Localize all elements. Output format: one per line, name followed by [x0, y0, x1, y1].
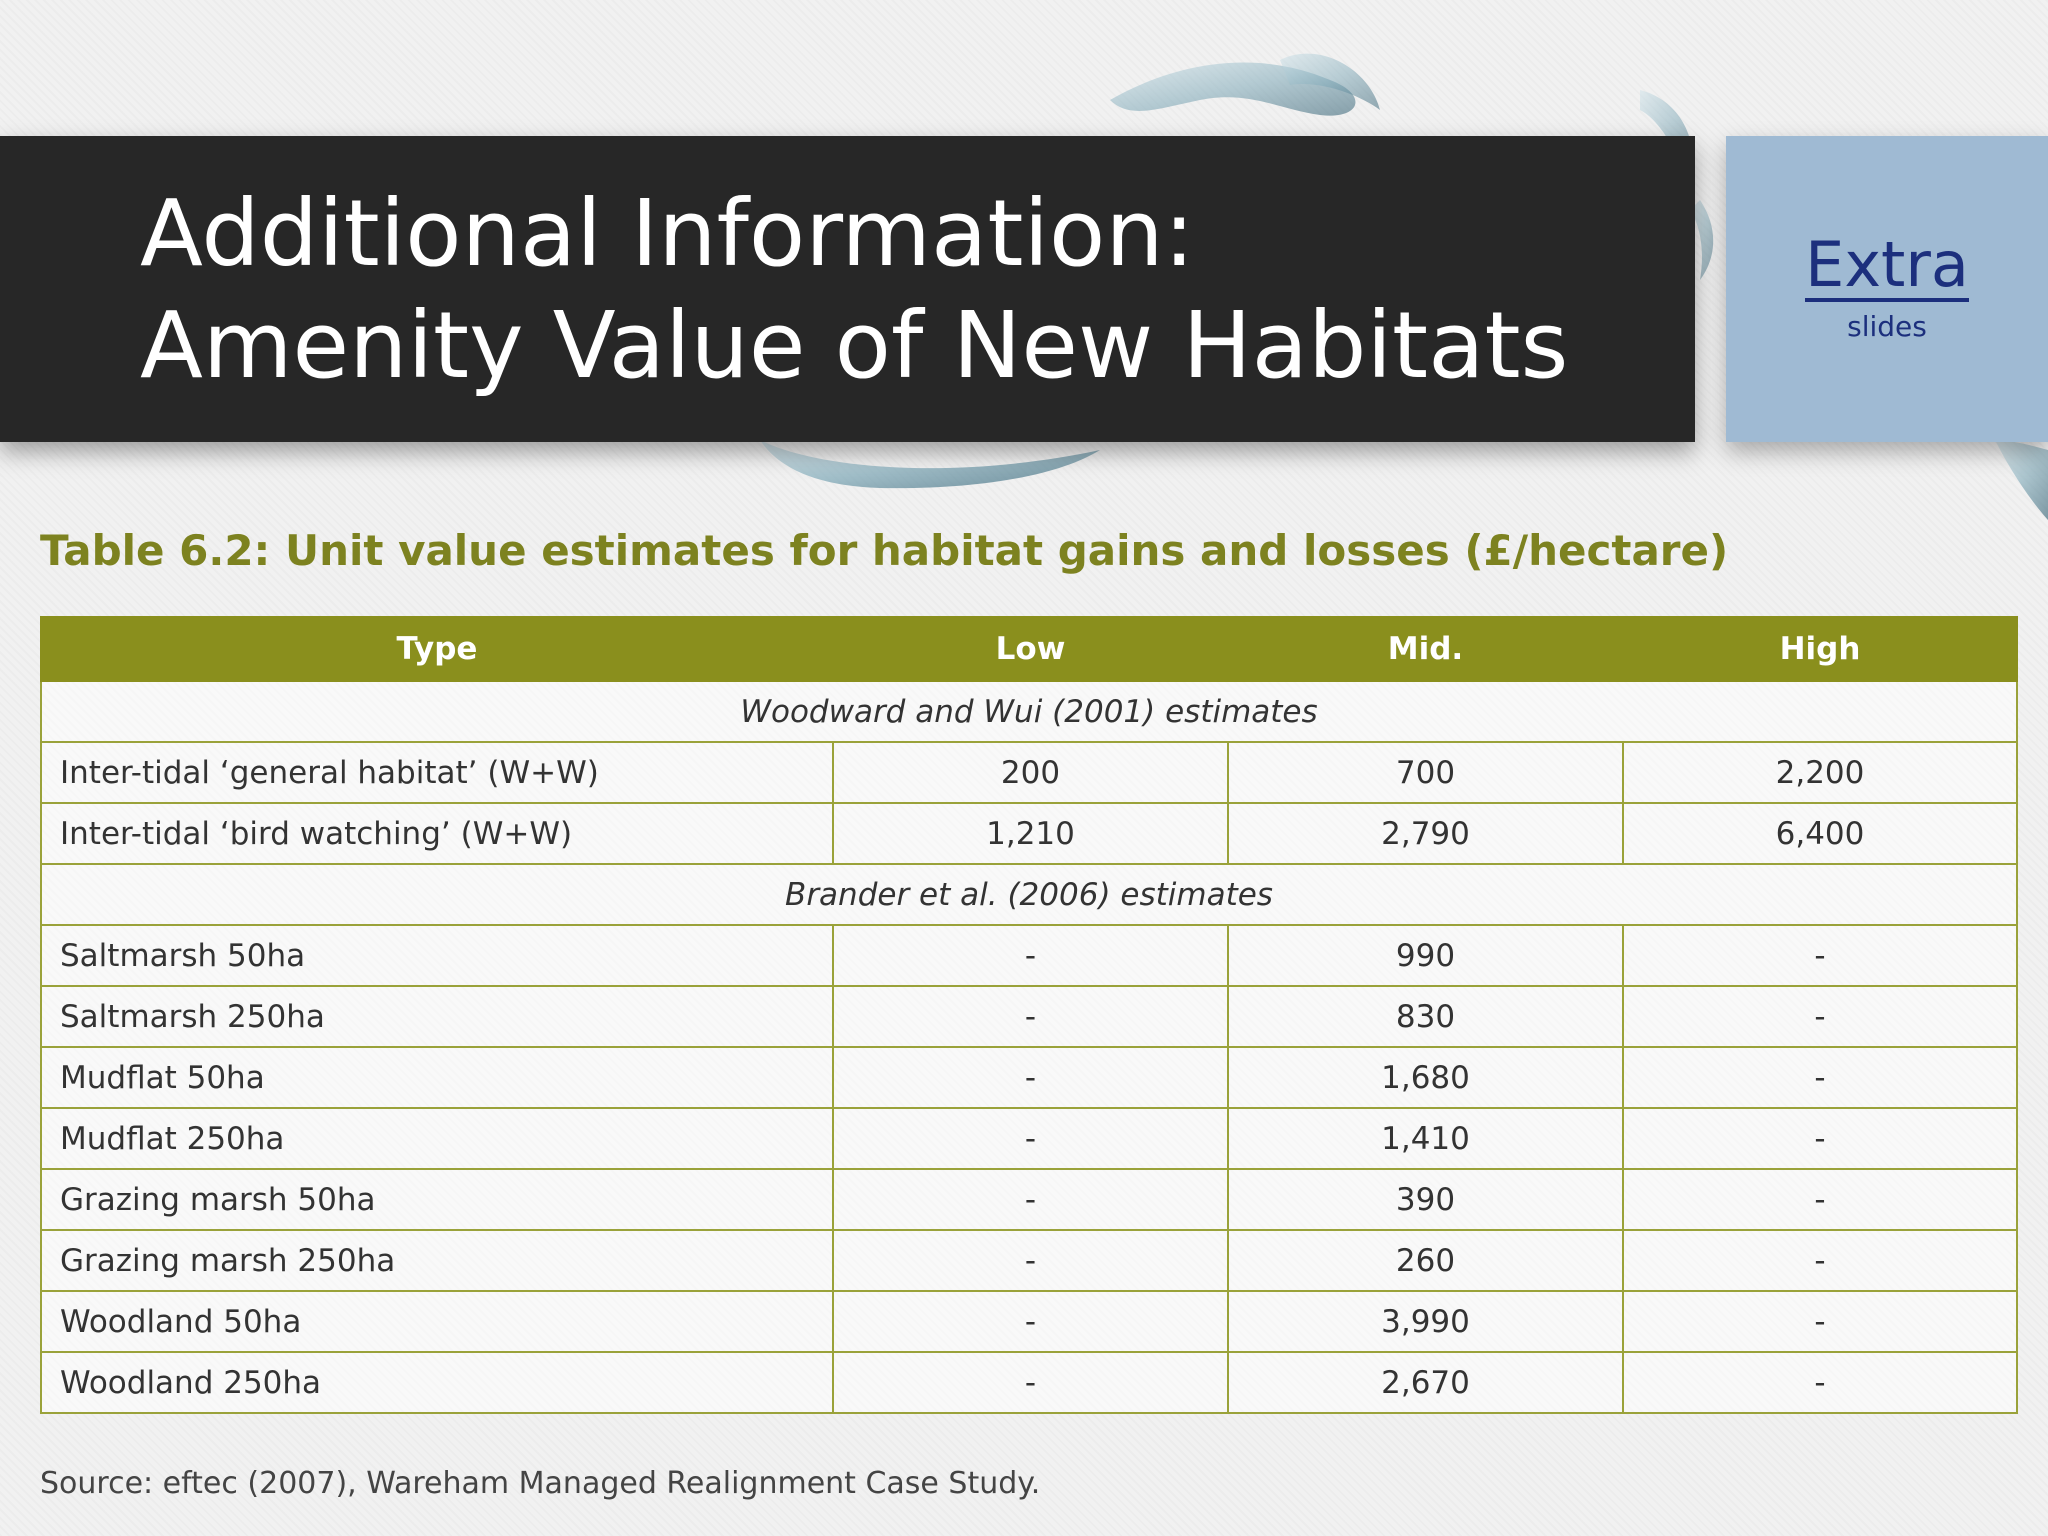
cell-mid: 390 — [1227, 1168, 1624, 1231]
cell-low: - — [832, 1168, 1229, 1231]
cell-type: Saltmarsh 250ha — [40, 985, 834, 1048]
cell-type: Inter-tidal ‘bird watching’ (W+W) — [40, 802, 834, 865]
cell-high: - — [1622, 924, 2018, 987]
extra-slides-subtitle: slides — [1847, 310, 1927, 343]
group-label: Woodward and Wui (2001) estimates — [40, 680, 2018, 743]
group-label: Brander et al. (2006) estimates — [40, 863, 2018, 926]
extra-slides-link[interactable]: Extra — [1805, 228, 1969, 302]
cell-mid: 2,670 — [1227, 1351, 1624, 1414]
cell-high: - — [1622, 985, 2018, 1048]
cell-type: Saltmarsh 50ha — [40, 924, 834, 987]
cell-mid: 260 — [1227, 1229, 1624, 1292]
cell-high: - — [1622, 1229, 2018, 1292]
cell-low: 1,210 — [832, 802, 1229, 865]
title-line-2: Amenity Value of New Habitats — [140, 292, 1569, 399]
title-line-1: Additional Information: — [140, 180, 1195, 287]
cell-mid: 1,680 — [1227, 1046, 1624, 1109]
cell-high: - — [1622, 1168, 2018, 1231]
header-high: High — [1622, 616, 2018, 682]
cell-mid: 3,990 — [1227, 1290, 1624, 1353]
cell-type: Mudflat 250ha — [40, 1107, 834, 1170]
table-row: Woodland 250ha - 2,670 - — [40, 1351, 2018, 1414]
table-row: Mudflat 250ha - 1,410 - — [40, 1107, 2018, 1170]
cell-high: - — [1622, 1290, 2018, 1353]
cell-low: - — [832, 1107, 1229, 1170]
table-row: Saltmarsh 250ha - 830 - — [40, 985, 2018, 1048]
header-mid: Mid. — [1227, 616, 1624, 682]
cell-type: Woodland 50ha — [40, 1290, 834, 1353]
group-row-woodward-wui: Woodward and Wui (2001) estimates — [40, 680, 2018, 743]
group-row-brander: Brander et al. (2006) estimates — [40, 863, 2018, 926]
table-header-row: Type Low Mid. High — [40, 616, 2018, 682]
table-row: Inter-tidal ‘bird watching’ (W+W) 1,210 … — [40, 802, 2018, 865]
table-row: Saltmarsh 50ha - 990 - — [40, 924, 2018, 987]
cell-mid: 700 — [1227, 741, 1624, 804]
cell-low: - — [832, 1351, 1229, 1414]
cell-low: - — [832, 924, 1229, 987]
cell-high: - — [1622, 1351, 2018, 1414]
source-citation: Source: eftec (2007), Wareham Managed Re… — [40, 1466, 1041, 1501]
table-row: Mudflat 50ha - 1,680 - — [40, 1046, 2018, 1109]
cell-type: Mudflat 50ha — [40, 1046, 834, 1109]
cell-type: Grazing marsh 50ha — [40, 1168, 834, 1231]
table-row: Inter-tidal ‘general habitat’ (W+W) 200 … — [40, 741, 2018, 804]
extra-slides-box: Extra slides — [1726, 136, 2048, 442]
cell-mid: 830 — [1227, 985, 1624, 1048]
cell-high: 6,400 — [1622, 802, 2018, 865]
cell-mid: 2,790 — [1227, 802, 1624, 865]
cell-low: - — [832, 1046, 1229, 1109]
slide-title: Additional Information: Amenity Value of… — [140, 178, 1568, 402]
table-row: Woodland 50ha - 3,990 - — [40, 1290, 2018, 1353]
cell-type: Inter-tidal ‘general habitat’ (W+W) — [40, 741, 834, 804]
cell-type: Woodland 250ha — [40, 1351, 834, 1414]
cell-high: - — [1622, 1046, 2018, 1109]
table-caption: Table 6.2: Unit value estimates for habi… — [40, 526, 1729, 575]
cell-low: - — [832, 1290, 1229, 1353]
habitat-value-table: Type Low Mid. High Woodward and Wui (200… — [40, 616, 2018, 1414]
cell-low: - — [832, 1229, 1229, 1292]
header-type: Type — [40, 616, 834, 682]
cell-high: - — [1622, 1107, 2018, 1170]
title-bar: Additional Information: Amenity Value of… — [0, 136, 1695, 442]
cell-high: 2,200 — [1622, 741, 2018, 804]
table-row: Grazing marsh 250ha - 260 - — [40, 1229, 2018, 1292]
cell-mid: 1,410 — [1227, 1107, 1624, 1170]
cell-mid: 990 — [1227, 924, 1624, 987]
cell-low: - — [832, 985, 1229, 1048]
cell-type: Grazing marsh 250ha — [40, 1229, 834, 1292]
cell-low: 200 — [832, 741, 1229, 804]
table-row: Grazing marsh 50ha - 390 - — [40, 1168, 2018, 1231]
header-low: Low — [832, 616, 1229, 682]
